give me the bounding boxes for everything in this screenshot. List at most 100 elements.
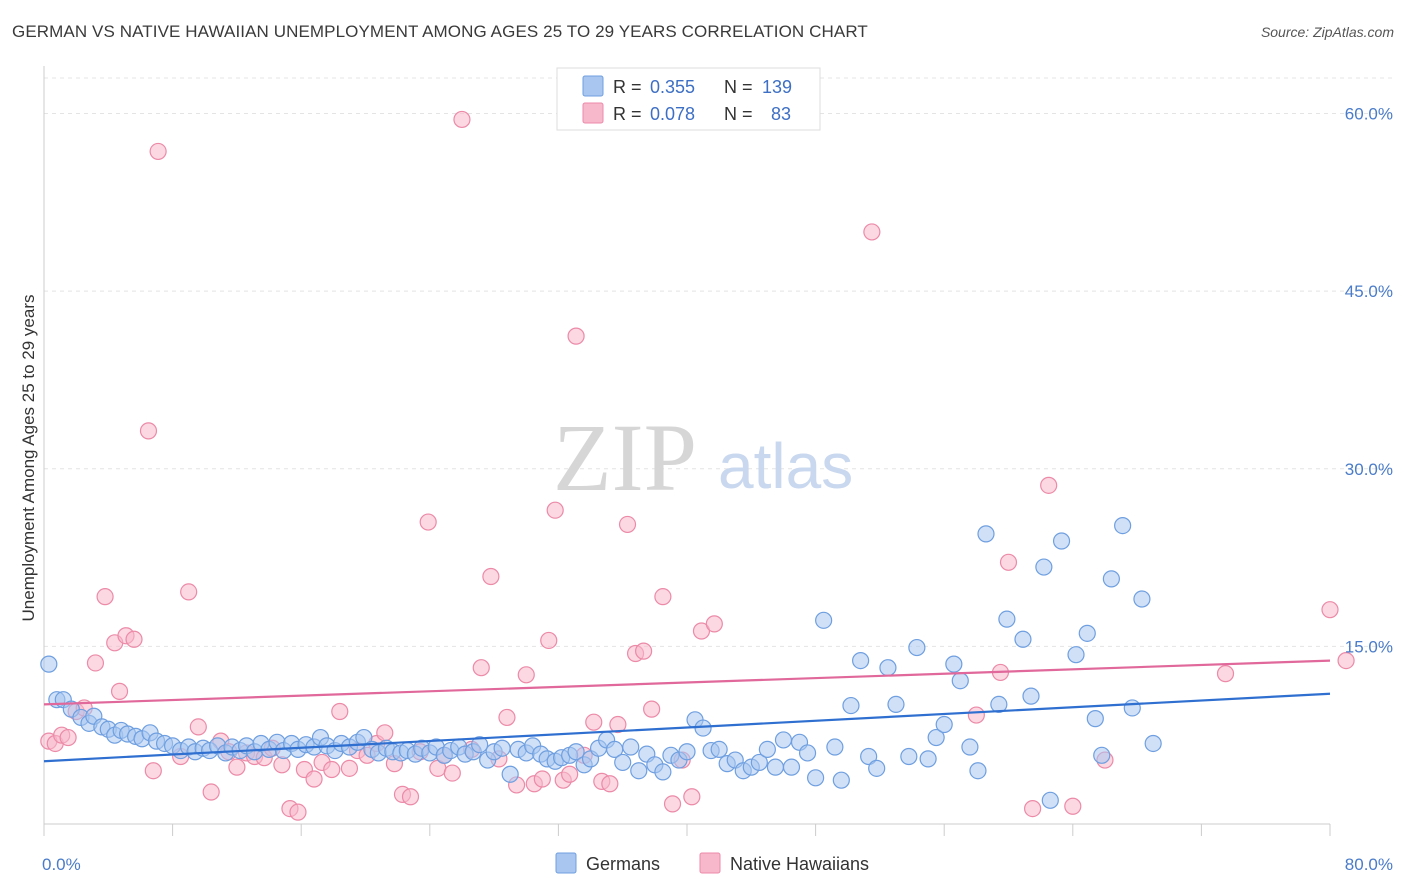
point-germans [900,747,918,766]
point-native-hawaiians [125,630,143,648]
y-tick-label: 15.0% [1345,637,1393,656]
point-native-hawaiians [110,682,129,700]
gridlines [44,77,1392,647]
point-native-hawaiians [1040,476,1058,494]
point-germans [355,728,373,747]
watermark-atlas: atlas [718,430,853,502]
data-points [40,110,1355,821]
trend-line-native-hawaiians [43,659,1331,706]
point-germans [501,765,519,783]
point-germans [1144,734,1162,753]
point-native-hawaiians [482,567,500,586]
y-tick-label: 60.0% [1345,105,1393,124]
point-native-hawaiians [654,588,672,606]
point-germans [951,672,969,690]
watermark: ZIP atlas [553,404,853,511]
point-germans [879,659,897,677]
point-native-hawaiians [585,713,603,731]
point-native-hawaiians [663,795,682,813]
point-germans [1052,532,1071,550]
point-germans [832,771,850,789]
point-native-hawaiians [144,762,162,780]
legend-label-germans: Germans [586,854,660,874]
chart-title: GERMAN VS NATIVE HAWAIIAN UNEMPLOYMENT A… [12,22,868,41]
point-native-hawaiians [1024,800,1042,818]
point-germans [630,762,648,780]
y-axis-title: Unemployment Among Ages 25 to 29 years [19,295,38,622]
point-germans [1123,699,1141,717]
point-native-hawaiians [59,728,77,747]
point-germans [887,695,905,714]
point-germans [806,769,825,787]
point-native-hawaiians [443,764,461,782]
trend-line-germans [43,692,1331,763]
point-germans [927,728,945,747]
trend-lines [43,659,1331,763]
point-germans [1041,791,1059,809]
point-germans [1093,746,1111,764]
legend-n-label: N = [724,77,753,97]
y-tick-label: 30.0% [1345,460,1393,479]
point-native-hawaiians [331,702,349,721]
point-germans [678,743,696,761]
point-germans [860,747,878,766]
tick-labels: 15.0% 30.0% 45.0% 60.0% 0.0% 80.0% [42,105,1393,874]
point-native-hawaiians [273,756,291,774]
point-germans [868,759,886,777]
point-native-hawaiians [540,631,558,650]
point-native-hawaiians [1064,797,1082,815]
point-germans [1114,516,1132,535]
point-native-hawaiians [618,515,637,534]
point-germans [1086,710,1104,728]
point-native-hawaiians [340,759,359,777]
point-native-hawaiians [967,706,985,724]
legend-r-value: 0.078 [650,104,695,124]
point-germans [471,736,489,754]
legend-n-value: 83 [771,104,791,124]
point-native-hawaiians [202,783,220,801]
point-native-hawaiians [86,654,105,672]
legend-series: Germans Native Hawaiians [555,852,869,874]
point-germans [750,753,768,772]
point-germans [908,638,926,657]
legend-label-native-hawaiians: Native Hawaiians [730,854,869,874]
legend-r-label: R = [613,104,642,124]
point-germans [842,696,860,715]
point-germans [969,762,987,780]
point-native-hawaiians [498,708,516,727]
legend-n-label: N = [724,104,753,124]
legend-swatch-native-hawaiians [582,102,604,124]
point-germans [774,731,793,749]
point-germans [40,655,58,673]
point-native-hawaiians [1337,651,1355,670]
point-germans [654,763,672,781]
point-germans [977,525,995,543]
point-germans [852,651,870,670]
point-native-hawaiians [180,583,198,601]
point-germans [493,739,511,757]
point-native-hawaiians [189,718,207,736]
point-germans [998,610,1016,628]
point-germans [798,744,817,762]
point-germans [919,750,937,768]
point-native-hawaiians [228,758,246,776]
point-germans [826,738,844,756]
point-native-hawaiians [419,513,437,531]
point-native-hawaiians [1321,601,1339,619]
point-germans [1022,687,1040,705]
point-native-hawaiians [305,770,323,788]
point-native-hawaiians [323,760,341,779]
point-germans [1102,570,1120,588]
point-native-hawaiians [609,715,627,734]
point-native-hawaiians [289,803,307,821]
legend-r-value: 0.355 [650,77,695,97]
point-native-hawaiians [643,700,661,718]
point-germans [614,753,632,772]
legend-n-value: 139 [762,77,792,97]
point-germans [766,758,785,776]
point-native-hawaiians [692,622,711,640]
point-native-hawaiians [472,659,490,677]
x-tick-label: 0.0% [42,855,81,874]
axes [43,66,1331,836]
